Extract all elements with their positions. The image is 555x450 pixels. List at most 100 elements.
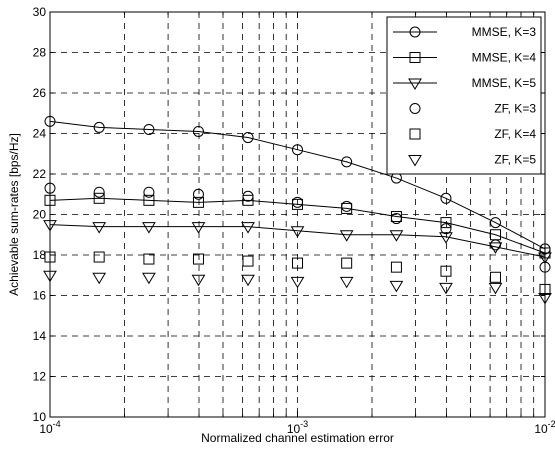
legend-label: MMSE, K=3 [472, 25, 537, 39]
data-point [92, 272, 107, 285]
y-tick-label: 20 [33, 208, 47, 222]
data-point [490, 217, 502, 229]
data-point [93, 251, 105, 263]
data-point [439, 232, 453, 244]
data-point [192, 188, 204, 200]
data-point [389, 230, 404, 242]
data-point [440, 265, 452, 277]
data-point [143, 253, 155, 265]
series-line [49, 197, 546, 254]
plot-frame [49, 11, 546, 418]
x-tick-base: 10 [39, 422, 53, 436]
data-point [142, 272, 156, 285]
data-point [192, 196, 204, 208]
series-3 [43, 220, 552, 264]
data-point [339, 230, 354, 242]
legend-entry: MMSE, K=3 [393, 25, 536, 39]
data-point [93, 192, 105, 204]
legend-marker [409, 26, 421, 38]
data-point [390, 261, 402, 273]
data-point [390, 213, 402, 225]
data-point [389, 280, 404, 293]
legend-marker [409, 103, 421, 114]
legend-entry: ZF, K=4 [409, 127, 536, 141]
y-tick-label: 10 [33, 410, 47, 424]
data-point [242, 132, 254, 144]
data-point [292, 257, 303, 269]
data-point [93, 186, 105, 198]
data-point [490, 271, 502, 283]
legend-marker [408, 78, 422, 90]
data-point [341, 156, 353, 168]
legend-label: ZF, K=5 [494, 153, 536, 167]
legend-marker [408, 155, 422, 167]
y-tick-label: 24 [33, 127, 47, 141]
data-point [290, 276, 305, 289]
data-point [439, 282, 453, 295]
x-tick-exponent: -2 [548, 419, 555, 429]
legend-marker [409, 52, 421, 63]
data-point [143, 186, 155, 198]
x-tick-base: 10 [534, 422, 548, 436]
series-6 [43, 270, 552, 305]
x-tick-base: 10 [287, 422, 301, 436]
x-tick-exponent: -4 [53, 419, 61, 429]
y-tick-label: 16 [33, 289, 47, 303]
legend-label: ZF, K=4 [494, 127, 536, 141]
y-tick-label: 30 [33, 5, 47, 19]
series-line [49, 120, 546, 250]
legend-label: MMSE, K=4 [472, 51, 537, 65]
data-point [339, 276, 354, 289]
data-point [341, 200, 353, 212]
data-point [92, 222, 107, 234]
y-tick-label: 28 [33, 46, 47, 60]
legend-entry: ZF, K=3 [409, 102, 536, 116]
legend-label: ZF, K=3 [494, 102, 536, 116]
y-tick-label: 26 [33, 86, 47, 100]
data-point [490, 239, 502, 251]
data-point [93, 121, 105, 133]
data-point [242, 255, 254, 267]
x-tick-label: 10-3 [287, 419, 308, 436]
data-point [488, 282, 503, 295]
data-point [242, 190, 254, 202]
data-point [440, 223, 452, 235]
data-point [242, 194, 254, 206]
data-point [292, 144, 303, 156]
y-tick-label: 22 [33, 167, 47, 181]
data-point [143, 123, 155, 135]
x-tick-label: 10-4 [39, 419, 60, 436]
data-point [143, 194, 155, 206]
series-5 [44, 251, 551, 295]
legend-entry: MMSE, K=4 [393, 51, 536, 65]
y-axis-label: Achievable sum-rates [bps/Hz] [7, 133, 21, 296]
legend-entry: MMSE, K=5 [393, 76, 536, 90]
data-point [292, 196, 303, 208]
data-point [440, 192, 452, 204]
data-point [192, 253, 204, 265]
y-tick-label: 18 [33, 248, 47, 262]
data-point [191, 274, 206, 287]
data-point [241, 274, 255, 287]
data-point [241, 222, 255, 234]
x-tick-exponent: -3 [300, 419, 308, 429]
data-point [191, 222, 206, 234]
legend-marker [409, 128, 421, 140]
legend: MMSE, K=3 MMSE, K=4 MMSE, K=5 ZF, K=3 ZF, K=… [386, 16, 542, 175]
y-tick-label: 14 [33, 329, 47, 343]
data-point [440, 217, 452, 229]
series-group [43, 115, 552, 305]
x-axis-label: Normalized channel estimation error [201, 431, 394, 445]
legend-entry: ZF, K=5 [408, 153, 536, 167]
series-line [49, 224, 546, 258]
y-tick-label: 12 [33, 370, 47, 384]
legend-box [386, 16, 542, 175]
data-point [290, 226, 305, 238]
legend-label: MMSE, K=5 [472, 76, 537, 90]
data-point [192, 125, 204, 137]
data-point [142, 222, 156, 234]
data-point [341, 257, 353, 269]
data-point [488, 242, 503, 254]
